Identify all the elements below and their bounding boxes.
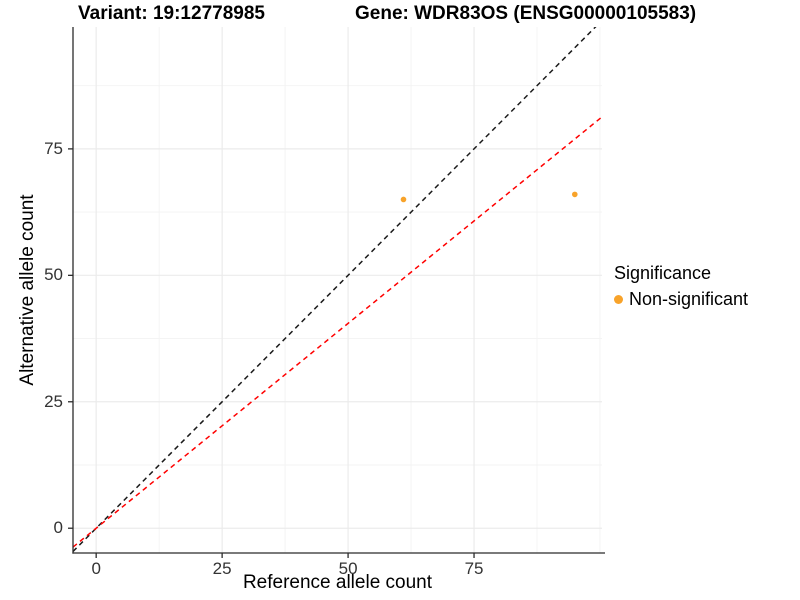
x-axis-title: Reference allele count (242, 572, 433, 593)
y-tick-label: 50 (44, 265, 63, 285)
x-tick-label: 50 (338, 559, 358, 578)
legend-title: Significance (614, 263, 712, 283)
legend-item: Non-significant (614, 289, 748, 310)
significance-legend: Significance Non-significant (614, 263, 748, 310)
y-tick-label: 25 (44, 391, 63, 411)
legend-point-icon (614, 295, 623, 304)
y-tick-label: 75 (44, 138, 63, 158)
x-tick-label: 25 (212, 559, 232, 578)
y-tick-label: 0 (53, 518, 63, 538)
legend-item-label: Non-significant (629, 289, 749, 309)
data-point (400, 196, 407, 203)
variant-title: Variant: 19:12778985 (78, 3, 265, 24)
data-point (571, 191, 578, 198)
regression-line (73, 116, 602, 548)
x-tick-label: 75 (464, 559, 484, 578)
y-axis-title: Alternative allele count (17, 194, 38, 386)
x-tick-label: 0 (91, 559, 101, 578)
identity-line (73, 27, 597, 553)
gene-title: Gene: WDR83OS (ENSG00000105583) (355, 3, 697, 24)
